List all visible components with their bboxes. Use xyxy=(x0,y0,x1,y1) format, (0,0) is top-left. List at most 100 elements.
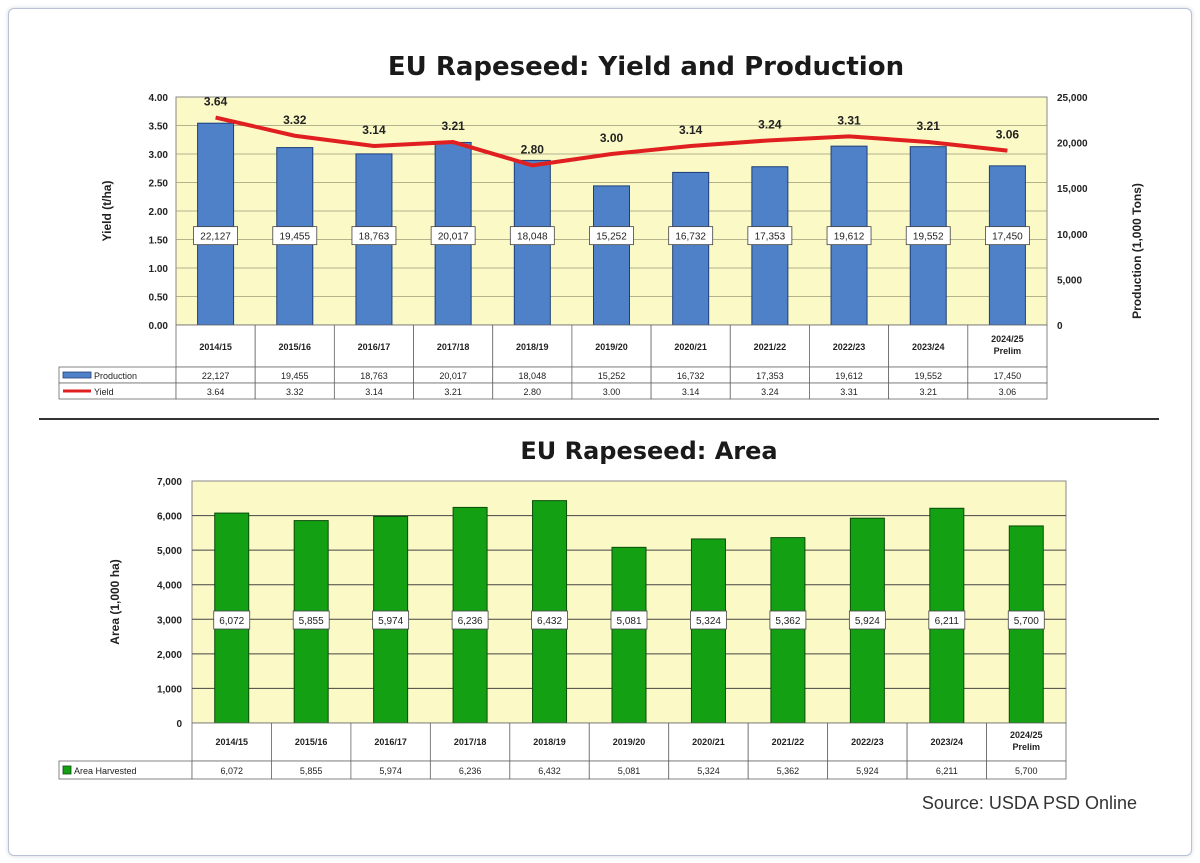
area-data-label: 5,974 xyxy=(378,616,403,627)
table-value: 19,455 xyxy=(281,371,309,381)
category-label: 2018/19 xyxy=(533,737,566,747)
production-data-label: 18,048 xyxy=(517,232,548,243)
table-category-cell xyxy=(986,722,1067,762)
area-data-label-box xyxy=(531,610,568,630)
production-data-label: 20,017 xyxy=(438,232,469,243)
table-category-cell xyxy=(413,324,494,368)
area-data-label: 6,432 xyxy=(537,616,562,627)
yield-data-label: 3.31 xyxy=(837,113,861,127)
table-category-cell xyxy=(333,324,414,368)
production-data-label-box xyxy=(747,226,793,246)
yield-line xyxy=(215,115,1008,168)
chart-title-area: EU Rapeseed: Area xyxy=(520,437,777,465)
production-data-label: 19,455 xyxy=(279,232,310,243)
legend-swatch-area xyxy=(62,765,72,775)
area-data-label: 5,700 xyxy=(1014,616,1039,627)
chart-canvas: EU Rapeseed: Yield and Production 0.00 0.5… xyxy=(39,52,1159,780)
table-value: 3.14 xyxy=(365,387,383,397)
table-value: 5,974 xyxy=(379,766,402,776)
y-left-tick-label: 2.50 xyxy=(149,179,169,190)
y-left-tick-label: 1.50 xyxy=(149,236,169,247)
table-category-cell xyxy=(350,722,431,762)
yield-data-label: 3.24 xyxy=(758,117,782,131)
table-category-cell xyxy=(888,324,969,368)
y-right-tick-label: 20,000 xyxy=(1057,139,1088,150)
production-data-label: 19,612 xyxy=(834,232,865,243)
category-label: 2017/18 xyxy=(437,342,470,352)
y-right-tick-label: 15,000 xyxy=(1057,184,1088,195)
production-data-label: 17,450 xyxy=(992,232,1023,243)
table-value: 6,072 xyxy=(220,766,243,776)
category-label: 2018/19 xyxy=(516,342,549,352)
table-value: 17,450 xyxy=(994,371,1022,381)
table-value: 6,236 xyxy=(459,766,482,776)
y-right-tick-label: 25,000 xyxy=(1057,93,1088,104)
yield-data-label: 3.64 xyxy=(204,95,228,109)
category-label: 2021/22 xyxy=(754,342,787,352)
table-category-cell xyxy=(254,324,335,368)
category-label: 2015/16 xyxy=(295,737,328,747)
category-label: 2021/22 xyxy=(772,737,805,747)
production-bar xyxy=(672,171,710,326)
yield-data-label: 2.80 xyxy=(521,142,545,156)
table-value: 19,552 xyxy=(914,371,942,381)
area-data-label: 5,855 xyxy=(299,616,324,627)
table-value: 3.21 xyxy=(444,387,462,397)
legend-label: Area Harvested xyxy=(74,766,137,776)
legend-label: Production xyxy=(94,371,137,381)
category-label: 2016/17 xyxy=(374,737,407,747)
y-tick-label: 3,000 xyxy=(157,615,182,626)
table-category-cell xyxy=(967,324,1048,368)
table-value-cell xyxy=(967,382,1048,400)
area-data-label: 5,362 xyxy=(775,616,800,627)
production-data-label-box xyxy=(272,226,318,246)
category-label: 2016/17 xyxy=(358,342,391,352)
production-data-label: 17,353 xyxy=(755,232,786,243)
table-value: 5,700 xyxy=(1015,766,1038,776)
y-left-tick-label: 3.50 xyxy=(149,122,169,133)
production-data-label-box xyxy=(430,226,476,246)
yield-data-label: 3.14 xyxy=(679,123,703,137)
table-value: 5,081 xyxy=(618,766,641,776)
category-label: 2023/24 xyxy=(931,737,964,747)
table-value: 22,127 xyxy=(202,371,230,381)
production-data-label: 19,552 xyxy=(913,232,944,243)
y-left-tick-label: 4.00 xyxy=(149,93,169,104)
production-bar xyxy=(593,185,630,326)
y-right-tick-label: 0 xyxy=(1057,321,1063,332)
production-data-label: 15,252 xyxy=(596,232,627,243)
yield-data-label: 3.21 xyxy=(917,119,941,133)
table-category-cell xyxy=(175,324,256,368)
production-bar xyxy=(197,122,235,326)
production-data-label: 16,732 xyxy=(675,232,706,243)
legend-swatch-production xyxy=(62,371,92,379)
table-value: 5,855 xyxy=(300,766,323,776)
table-category-cell xyxy=(747,722,829,762)
table-value: 3.00 xyxy=(603,387,621,397)
category-label: 2014/15 xyxy=(215,737,248,747)
source-note: Source: USDA PSD Online xyxy=(922,793,1137,813)
area-data-label: 5,324 xyxy=(696,616,721,627)
chart-frame: EU Rapeseed: Yield and Production 0.00 0.5… xyxy=(8,8,1192,856)
yield-data-label: 3.21 xyxy=(441,119,465,133)
production-data-label-box xyxy=(668,226,714,246)
area-data-label-box xyxy=(610,610,648,630)
table-value: 20,017 xyxy=(439,371,467,381)
y-tick-label: 0 xyxy=(176,719,182,730)
area-data-label-box xyxy=(769,610,807,630)
y-left-tick-label: 3.00 xyxy=(149,150,169,161)
y-left-axis-label: Yield (t/ha) xyxy=(100,181,114,242)
area-data-label: 6,211 xyxy=(935,616,960,627)
area-data-label-box xyxy=(928,610,966,630)
production-data-label-box xyxy=(905,226,951,246)
y-left-tick-label: 0.50 xyxy=(149,293,169,304)
table-value: 5,324 xyxy=(697,766,720,776)
yield-data-label: 3.32 xyxy=(283,113,307,127)
category-label: 2019/20 xyxy=(613,737,646,747)
area-data-label: 6,236 xyxy=(458,616,483,627)
table-value: 18,763 xyxy=(360,371,388,381)
table-category-cell xyxy=(906,722,987,762)
area-bar xyxy=(770,537,806,724)
production-data-label-box xyxy=(351,226,397,246)
yield-data-label: 3.14 xyxy=(362,123,386,137)
